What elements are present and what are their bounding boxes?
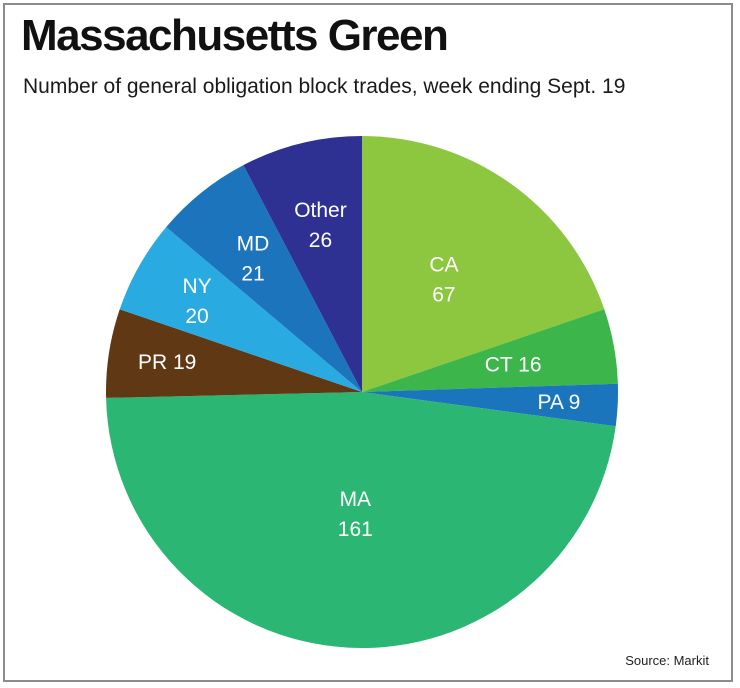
- slice-label-ct: CT 16: [485, 353, 542, 376]
- pie-slice-ct: [362, 309, 618, 392]
- slice-label-other: Other 26: [294, 199, 347, 252]
- chart-subtitle: Number of general obligation block trade…: [23, 75, 626, 98]
- pie-slice-md: [166, 165, 362, 392]
- slice-label-ca: CA 67: [429, 253, 458, 306]
- source-note: Source: Markit: [625, 653, 709, 668]
- pie-slice-pa: [362, 383, 619, 427]
- pie-slice-ma: [106, 392, 616, 648]
- slice-label-pr: PR 19: [138, 351, 196, 374]
- slice-label-pa: PA 9: [537, 391, 580, 414]
- slice-label-ma: MA 161: [338, 488, 373, 541]
- chart-title: Massachusetts Green: [21, 11, 449, 60]
- pie-slice-ca: [362, 136, 605, 392]
- pie-slice-other: [243, 136, 362, 392]
- slice-label-md: MD 21: [237, 232, 270, 285]
- pie-slice-ny: [119, 227, 362, 392]
- slice-label-ny: NY 20: [182, 275, 211, 328]
- pie-slice-pr: [106, 309, 362, 398]
